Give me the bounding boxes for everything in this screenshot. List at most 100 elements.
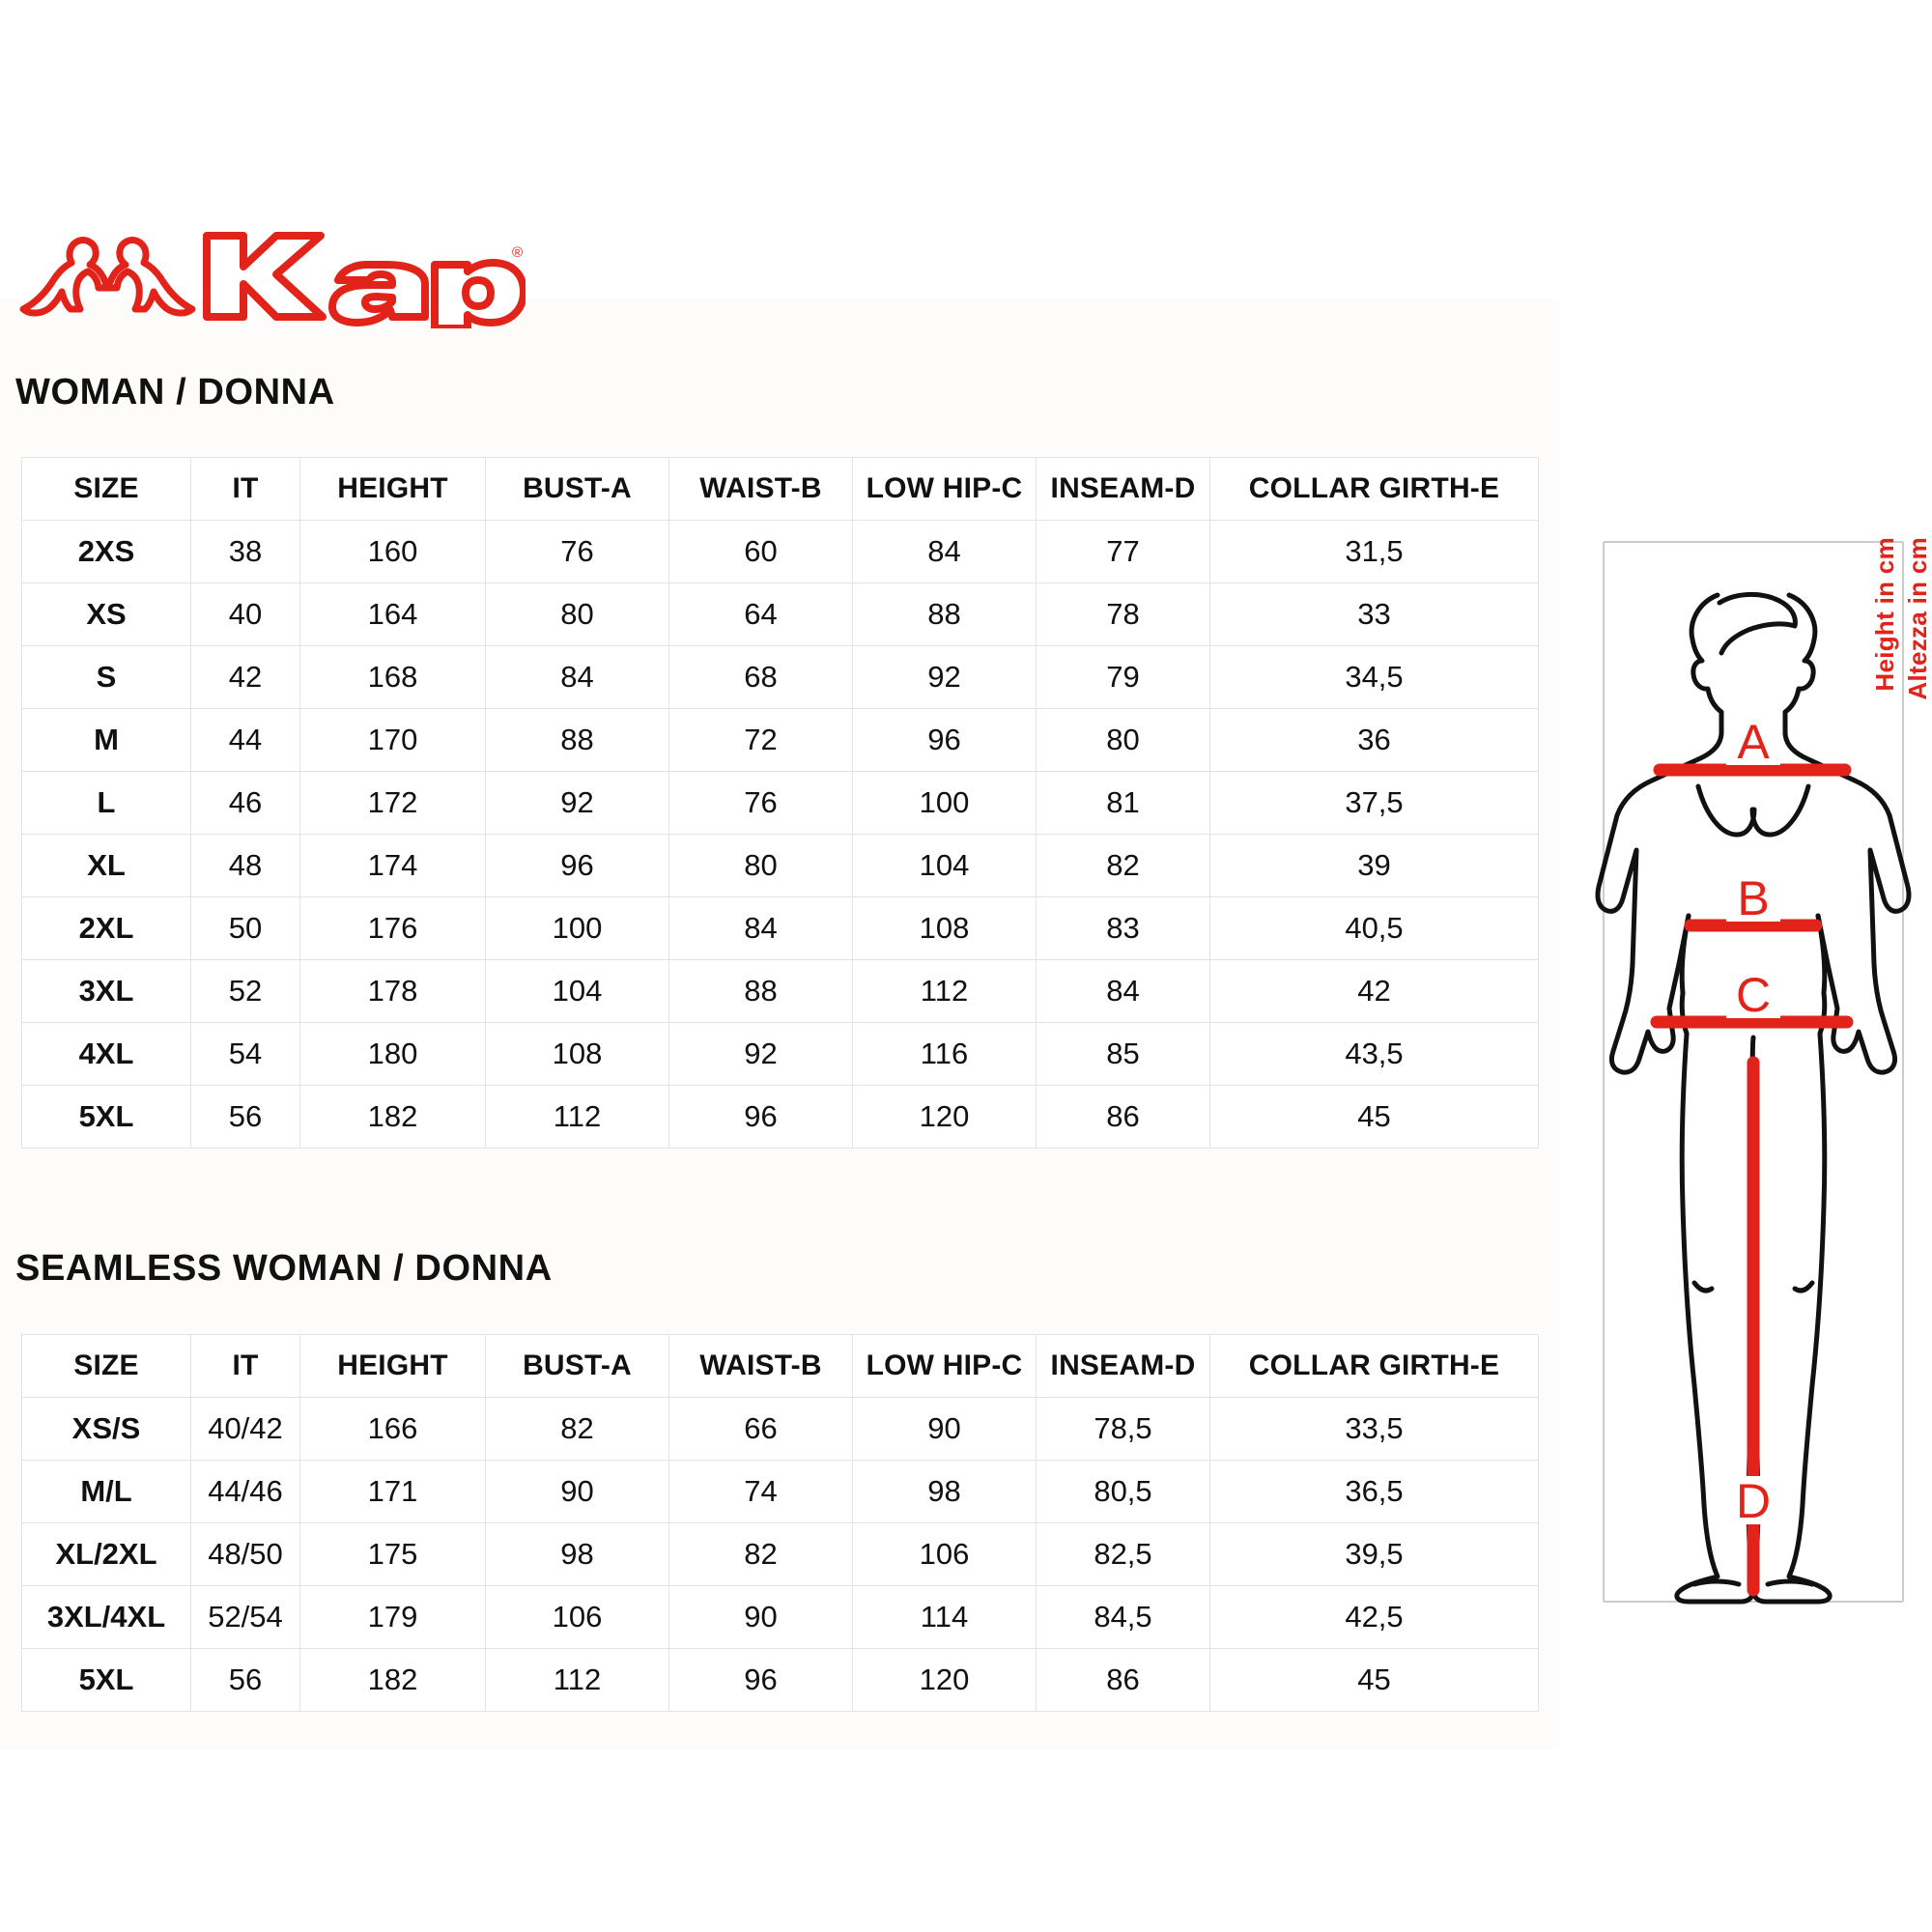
cell-bust: 76 [485, 520, 669, 583]
cell-size: S [21, 645, 191, 709]
column-header-bust: BUST-A [485, 457, 669, 521]
cell-collar-girth: 40,5 [1209, 896, 1539, 960]
table-row: XL/2XL 48/50 175 98 82 106 82,5 39,5 [21, 1522, 1539, 1586]
cell-collar-girth: 45 [1209, 1648, 1539, 1712]
cell-height: 168 [299, 645, 486, 709]
cell-collar-girth: 36,5 [1209, 1460, 1539, 1523]
cell-size: XL [21, 834, 191, 897]
cell-height: 160 [299, 520, 486, 583]
cell-size: 3XL/4XL [21, 1585, 191, 1649]
cell-inseam: 80,5 [1036, 1460, 1210, 1523]
cell-size: XS [21, 582, 191, 646]
column-header-low-hip: LOW HIP-C [852, 457, 1037, 521]
cell-bust: 98 [485, 1522, 669, 1586]
registered-trademark-icon: ® [512, 244, 523, 261]
cell-collar-girth: 43,5 [1209, 1022, 1539, 1086]
table-header-row: SIZE IT HEIGHT BUST-A WAIST-B LOW HIP-C … [21, 1334, 1539, 1398]
kappa-logo-icon: ® [19, 232, 526, 328]
cell-bust: 104 [485, 959, 669, 1023]
table-row: 3XL 52 178 104 88 112 84 42 [21, 959, 1539, 1023]
cell-collar-girth: 45 [1209, 1085, 1539, 1149]
cell-bust: 108 [485, 1022, 669, 1086]
cell-size: M [21, 708, 191, 772]
cell-collar-girth: 33,5 [1209, 1397, 1539, 1461]
cell-height: 174 [299, 834, 486, 897]
cell-it: 40 [190, 582, 300, 646]
cell-low-hip: 114 [852, 1585, 1037, 1649]
table-row: 3XL/4XL 52/54 179 106 90 114 84,5 42,5 [21, 1585, 1539, 1649]
cell-height: 179 [299, 1585, 486, 1649]
cell-collar-girth: 39,5 [1209, 1522, 1539, 1586]
table-row: XL 48 174 96 80 104 82 39 [21, 834, 1539, 897]
cell-waist: 82 [668, 1522, 853, 1586]
marker-label-a: A [1737, 715, 1770, 769]
cell-low-hip: 116 [852, 1022, 1037, 1086]
column-header-inseam: INSEAM-D [1036, 457, 1210, 521]
cell-collar-girth: 42,5 [1209, 1585, 1539, 1649]
cell-it: 52 [190, 959, 300, 1023]
cell-inseam: 77 [1036, 520, 1210, 583]
cell-low-hip: 98 [852, 1460, 1037, 1523]
table-header-row: SIZE IT HEIGHT BUST-A WAIST-B LOW HIP-C … [21, 457, 1539, 521]
section-title-woman: WOMAN / DONNA [15, 372, 335, 412]
marker-label-d: D [1736, 1474, 1771, 1528]
kappa-wordmark [203, 232, 526, 328]
cell-bust: 82 [485, 1397, 669, 1461]
cell-height: 171 [299, 1460, 486, 1523]
column-header-waist: WAIST-B [668, 1334, 853, 1398]
cell-inseam: 83 [1036, 896, 1210, 960]
cell-waist: 72 [668, 708, 853, 772]
cell-low-hip: 104 [852, 834, 1037, 897]
cell-it: 56 [190, 1648, 300, 1712]
cell-inseam: 86 [1036, 1085, 1210, 1149]
cell-inseam: 78,5 [1036, 1397, 1210, 1461]
cell-size: 5XL [21, 1085, 191, 1149]
column-header-collar-girth: COLLAR GIRTH-E [1209, 457, 1539, 521]
cell-inseam: 80 [1036, 708, 1210, 772]
cell-low-hip: 88 [852, 582, 1037, 646]
cell-height: 182 [299, 1085, 486, 1149]
cell-inseam: 79 [1036, 645, 1210, 709]
column-header-inseam: INSEAM-D [1036, 1334, 1210, 1398]
cell-low-hip: 90 [852, 1397, 1037, 1461]
cell-bust: 84 [485, 645, 669, 709]
table-row: 5XL 56 182 112 96 120 86 45 [21, 1648, 1539, 1712]
cell-height: 170 [299, 708, 486, 772]
cell-height: 175 [299, 1522, 486, 1586]
cell-waist: 88 [668, 959, 853, 1023]
cell-waist: 90 [668, 1585, 853, 1649]
body-measurement-figure: A B C D [1575, 510, 1932, 1669]
cell-waist: 92 [668, 1022, 853, 1086]
cell-collar-girth: 31,5 [1209, 520, 1539, 583]
cell-it: 54 [190, 1022, 300, 1086]
table-row: XS/S 40/42 166 82 66 90 78,5 33,5 [21, 1397, 1539, 1461]
column-header-size: SIZE [21, 1334, 191, 1398]
cell-height: 172 [299, 771, 486, 835]
cell-bust: 96 [485, 834, 669, 897]
cell-inseam: 82 [1036, 834, 1210, 897]
section-title-seamless-woman: SEAMLESS WOMAN / DONNA [15, 1248, 553, 1289]
cell-inseam: 85 [1036, 1022, 1210, 1086]
cell-size: XL/2XL [21, 1522, 191, 1586]
cell-low-hip: 84 [852, 520, 1037, 583]
cell-collar-girth: 39 [1209, 834, 1539, 897]
cell-size: XS/S [21, 1397, 191, 1461]
table-row: M 44 170 88 72 96 80 36 [21, 708, 1539, 772]
cell-waist: 80 [668, 834, 853, 897]
cell-waist: 74 [668, 1460, 853, 1523]
cell-inseam: 84,5 [1036, 1585, 1210, 1649]
cell-it: 38 [190, 520, 300, 583]
cell-low-hip: 100 [852, 771, 1037, 835]
cell-waist: 76 [668, 771, 853, 835]
cell-bust: 80 [485, 582, 669, 646]
column-header-low-hip: LOW HIP-C [852, 1334, 1037, 1398]
cell-it: 44 [190, 708, 300, 772]
cell-low-hip: 112 [852, 959, 1037, 1023]
column-header-bust: BUST-A [485, 1334, 669, 1398]
cell-low-hip: 106 [852, 1522, 1037, 1586]
column-header-waist: WAIST-B [668, 457, 853, 521]
table-row: S 42 168 84 68 92 79 34,5 [21, 645, 1539, 709]
cell-size: 4XL [21, 1022, 191, 1086]
cell-low-hip: 96 [852, 708, 1037, 772]
cell-inseam: 81 [1036, 771, 1210, 835]
